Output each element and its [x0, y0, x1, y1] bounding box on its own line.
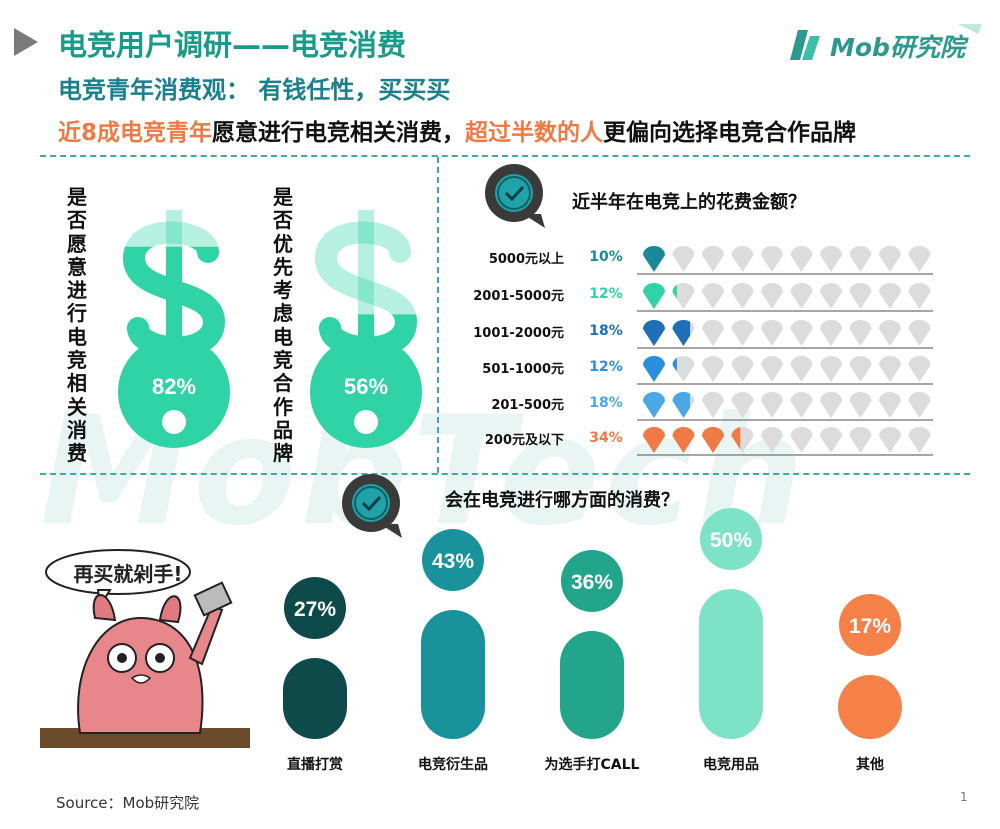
spend-percent-3: 12% — [589, 359, 623, 375]
spend-percent-4: 18% — [589, 395, 623, 411]
dollar-gauge-label-1: 56% — [344, 374, 388, 399]
spend-drops-2 — [637, 320, 933, 349]
headline-highlight-2: 超过半数的人 — [465, 120, 604, 146]
category-bar-group-3: 50% 电竞用品 — [699, 508, 763, 773]
category-percent-3: 50% — [710, 529, 752, 552]
divider-middle — [40, 473, 970, 475]
category-bar-4 — [838, 675, 902, 739]
spend-category-5: 200元及以下 — [484, 433, 564, 448]
divider-vertical — [437, 157, 439, 473]
logo-text: Mob研究院 — [830, 33, 965, 62]
spend-drop-filled — [643, 392, 665, 418]
question-willing-consume: 是否愿意进行电竞相关消费 — [67, 185, 87, 466]
spend-drop-filled — [643, 283, 665, 309]
category-label-1: 电竞衍生品 — [418, 756, 488, 773]
category-label-3: 电竞用品 — [703, 756, 759, 773]
category-bar-0 — [283, 658, 347, 739]
spend-drops-5 — [637, 427, 933, 456]
category-percent-4: 17% — [849, 615, 891, 638]
spend-percent-0: 10% — [589, 249, 623, 265]
mob-logo-icon — [790, 24, 982, 60]
category-bubble-3 — [700, 508, 762, 570]
spend-drop-filled — [672, 392, 691, 418]
spend-drop-filled — [672, 320, 691, 346]
check-badge-icon-2 — [342, 474, 402, 538]
category-percent-0: 27% — [294, 598, 336, 621]
headline-text-2: 更偏向选择电竞合作品牌 — [603, 120, 857, 146]
spend-percent-5: 34% — [589, 430, 623, 446]
headline-highlight-1: 近8成电竞青年 — [58, 120, 213, 146]
page-subtitle: 电竞青年消费观： 有钱任性，买买买 — [58, 76, 451, 104]
dollar-gauge-chart: 82% 56% — [118, 210, 422, 448]
headline: 近8成电竞青年愿意进行电竞相关消费，超过半数的人更偏向选择电竞合作品牌 — [58, 118, 928, 148]
spend-drop-filled — [643, 356, 665, 382]
dollar-gauge-1: 56% — [310, 210, 422, 448]
category-bar-3 — [699, 589, 763, 739]
category-bar-1 — [421, 610, 485, 739]
category-bar-group-0: 27% 直播打赏 — [283, 577, 347, 773]
category-bubble-1 — [422, 529, 484, 591]
spend-drop-filled — [731, 427, 741, 450]
category-label-4: 其他 — [856, 756, 884, 773]
spend-category-0: 5000元以上 — [488, 252, 564, 267]
category-bar-2 — [560, 631, 624, 739]
category-bubble-2 — [561, 550, 623, 612]
spend-drop-filled — [643, 427, 665, 453]
category-bar-group-4: 17% 其他 — [838, 594, 902, 773]
spend-drop-filled — [702, 427, 724, 453]
category-bubble-4 — [839, 594, 901, 656]
spend-category-1: 2001-5000元 — [473, 289, 564, 304]
category-bar-group-1: 43% 电竞衍生品 — [418, 529, 488, 773]
spend-drops-4 — [637, 392, 933, 421]
page-number: 1 — [960, 790, 968, 804]
dollar-gauge-label-0: 82% — [152, 374, 196, 399]
spend-drops-3 — [637, 356, 933, 385]
spend-percent-1: 12% — [589, 286, 623, 302]
category-bubble-0 — [284, 577, 346, 639]
spend-category-3: 501-1000元 — [482, 362, 564, 377]
headline-text-1: 愿意进行电竞相关消费， — [212, 120, 466, 146]
spend-category-4: 201-500元 — [491, 398, 564, 413]
question-prefer-partner-brand: 是否优先考虑电竞合作品牌 — [273, 185, 293, 466]
category-question: 会在电竞进行哪方面的消费？ — [445, 490, 679, 511]
spend-category-2: 1001-2000元 — [473, 326, 564, 341]
category-percent-1: 43% — [432, 550, 474, 573]
spend-percent-2: 18% — [589, 323, 623, 339]
divider-top — [40, 155, 970, 157]
category-percent-2: 36% — [571, 571, 613, 594]
page-title: 电竞用户调研——电竞消费 — [58, 28, 407, 62]
check-badge-icon — [485, 164, 545, 228]
spend-drop-filled — [672, 357, 677, 372]
source-note: Source：Mob研究院 — [56, 794, 200, 812]
spend-drop-filled — [643, 320, 665, 346]
title-arrow-icon — [14, 28, 38, 56]
dollar-gauge-0: 82% — [118, 210, 230, 448]
spend-drop-filled — [643, 246, 665, 272]
speech-bubble-text: 再买就剁手! — [73, 562, 183, 586]
category-bar-group-2: 36% 为选手打CALL — [545, 550, 640, 773]
category-label-2: 为选手打CALL — [545, 756, 640, 773]
category-label-0: 直播打赏 — [287, 756, 343, 773]
spend-drop-filled — [672, 427, 695, 453]
spend-drop-filled — [672, 284, 677, 299]
spend-question: 近半年在电竞上的花费金额？ — [572, 192, 806, 213]
cartoon-rabbit-illustration — [40, 548, 250, 748]
spend-drops-0 — [637, 246, 933, 275]
spend-drops-1 — [637, 283, 933, 312]
